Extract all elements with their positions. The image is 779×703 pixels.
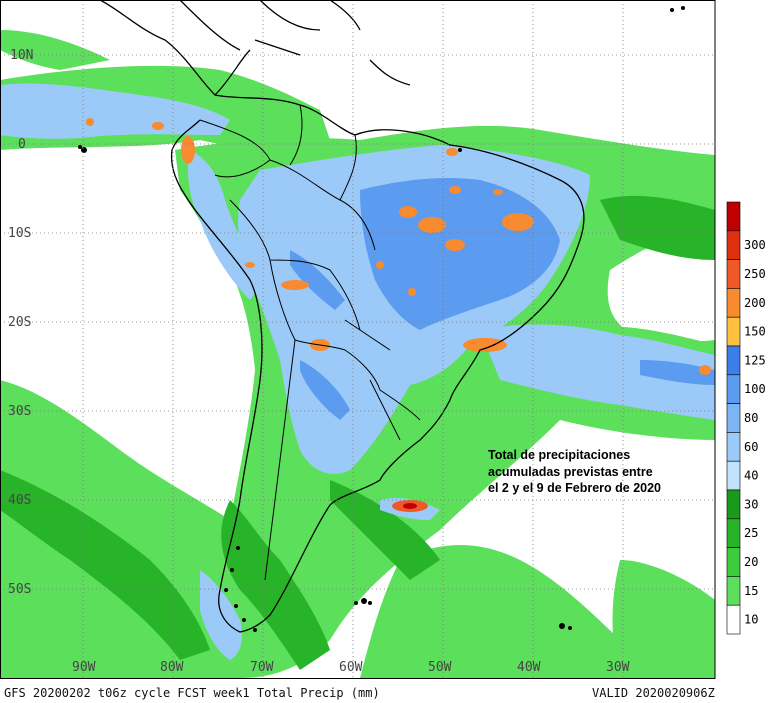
legend-swatch [726, 489, 741, 520]
lon-label: 60W [339, 660, 363, 675]
annotation-text: Total de precipitaciones acumuladas prev… [488, 447, 718, 497]
annotation-line: el 2 y el 9 de Febrero de 2020 [488, 481, 662, 495]
legend-label: 200 [744, 296, 766, 310]
legend-label: 80 [744, 411, 758, 425]
lat-label: 10N [10, 48, 33, 63]
coastline [99, 0, 585, 633]
lat-label: 10S [8, 226, 31, 241]
lon-label: 80W [160, 660, 184, 675]
annotation-line: acumuladas previstas entre [488, 464, 653, 479]
legend-label: 15 [744, 584, 758, 598]
legend-swatch [726, 345, 741, 376]
footer-valid-time: VALID 2020020906Z [592, 686, 715, 700]
legend-label: 250 [744, 267, 766, 281]
legend-colorbar: 300 250 200 150 125 100 80 60 40 30 25 20 15 10 [726, 201, 766, 635]
legend-label: 10 [744, 613, 758, 627]
lat-label: 0 [18, 137, 26, 152]
lat-label: 40S [8, 493, 31, 508]
lon-label: 40W [517, 660, 541, 675]
legend-swatch [726, 432, 741, 462]
legend-label: 100 [744, 382, 766, 396]
legend-swatch [726, 259, 741, 289]
legend-swatch [726, 460, 741, 491]
legend-swatch [726, 230, 741, 260]
country-borders [199, 104, 421, 581]
legend-swatch [726, 604, 741, 635]
legend-swatch [726, 518, 741, 548]
lon-label: 50W [428, 660, 452, 675]
legend-label: 30 [744, 497, 758, 511]
longitude-labels: 90W 80W 70W 60W 50W 40W 30W [72, 660, 630, 675]
legend-swatch [726, 201, 741, 232]
legend-label: 125 [744, 353, 766, 367]
legend-swatch [726, 288, 741, 318]
legend-label: 40 [744, 469, 758, 483]
annotation-line: Total de precipitaciones [488, 448, 631, 462]
precip-field-orange [86, 118, 711, 375]
legend-label: 300 [744, 238, 766, 252]
legend-label: 150 [744, 325, 766, 339]
legend-label: 20 [744, 555, 758, 569]
legend-swatch [726, 547, 741, 577]
lon-label: 70W [250, 660, 274, 675]
lon-label: 30W [606, 660, 630, 675]
lon-label: 90W [72, 660, 96, 675]
islands [78, 6, 685, 632]
legend-label: 60 [744, 440, 758, 454]
precip-field-red [392, 500, 428, 512]
legend-swatch [726, 403, 741, 433]
lat-label: 30S [8, 404, 31, 419]
legend-swatch [726, 316, 741, 347]
latitude-labels: 10N 0 10S 20S 30S 40S 50S [8, 48, 33, 597]
precip-field-green [0, 195, 715, 670]
map-border [0, 0, 716, 679]
legend-swatch [726, 576, 741, 606]
legend-label: 25 [744, 526, 758, 540]
lat-label: 50S [8, 582, 31, 597]
graticule [0, 0, 715, 678]
legend-swatch [726, 374, 741, 404]
footer-model-info: GFS 20200202 t06z cycle FCST week1 Total… [4, 686, 380, 700]
lat-label: 20S [8, 315, 31, 330]
